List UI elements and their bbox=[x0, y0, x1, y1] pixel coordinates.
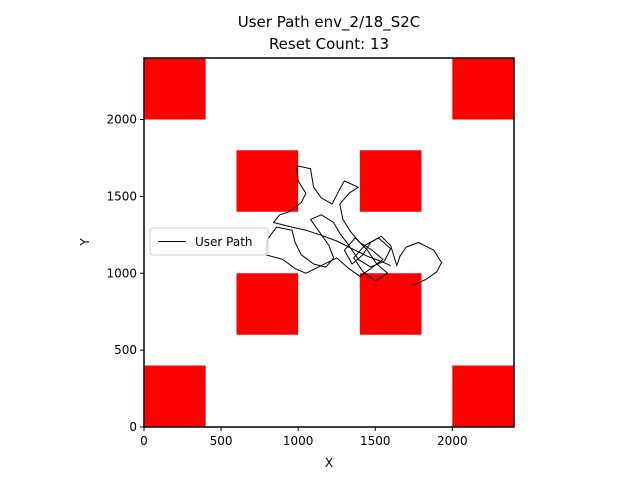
obstacle-5 bbox=[236, 273, 299, 335]
path-layer bbox=[265, 165, 442, 286]
obstacle-2 bbox=[452, 58, 514, 120]
obstacles-layer bbox=[144, 58, 514, 427]
obstacle-3 bbox=[236, 150, 299, 212]
x-axis-ticks: 0 500 1000 1500 2000 bbox=[140, 427, 468, 448]
obstacle-4 bbox=[359, 150, 422, 212]
legend: User Path bbox=[149, 227, 269, 256]
y-tick-label: 1000 bbox=[106, 266, 137, 280]
y-axis-label: Y bbox=[78, 238, 92, 247]
legend-box bbox=[149, 227, 269, 256]
y-tick-label: 1500 bbox=[106, 189, 137, 203]
y-tick-label: 0 bbox=[129, 420, 137, 434]
x-tick-label: 0 bbox=[140, 434, 148, 448]
y-axis-ticks: 0 500 1000 1500 2000 bbox=[106, 113, 144, 434]
legend-entry-user-path: User Path bbox=[195, 235, 253, 249]
obstacle-1 bbox=[144, 58, 206, 120]
series-line-user-path bbox=[265, 165, 442, 286]
chart-title: User Path env_2/18_S2C bbox=[238, 13, 421, 32]
chart-subtitle: Reset Count: 13 bbox=[269, 35, 389, 53]
plot-area bbox=[143, 57, 515, 428]
obstacle-7 bbox=[144, 365, 206, 427]
y-tick-label: 2000 bbox=[106, 113, 137, 127]
obstacle-8 bbox=[452, 365, 514, 427]
x-tick-label: 1000 bbox=[283, 434, 314, 448]
y-tick-label: 500 bbox=[114, 343, 137, 357]
x-tick-label: 2000 bbox=[437, 434, 468, 448]
obstacle-6 bbox=[359, 273, 422, 335]
x-axis-label: X bbox=[325, 456, 333, 470]
plot-frame bbox=[143, 57, 515, 428]
x-tick-label: 1500 bbox=[360, 434, 391, 448]
x-tick-label: 500 bbox=[210, 434, 233, 448]
